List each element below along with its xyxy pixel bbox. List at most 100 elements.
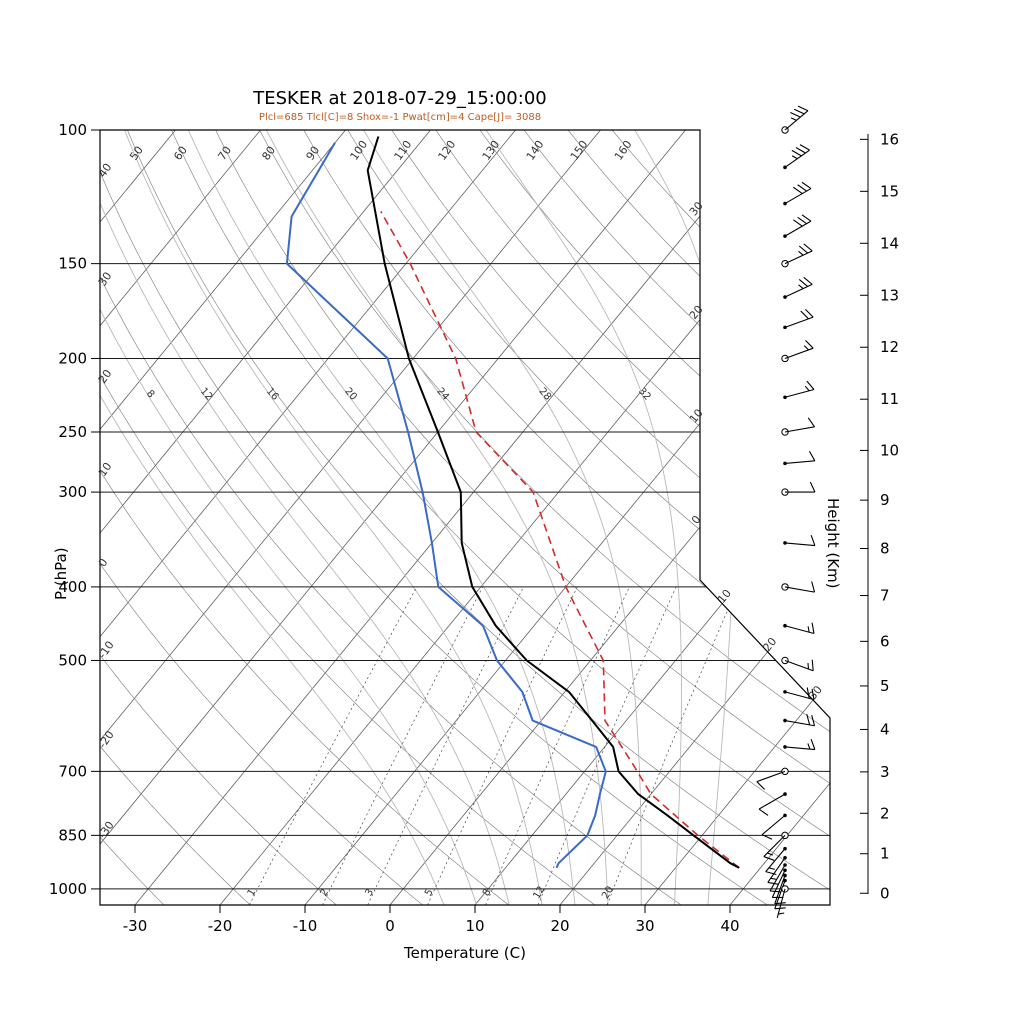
- dry-adiabat-grid: [100, 130, 830, 905]
- barb-half: [798, 284, 804, 290]
- barb-full: [810, 534, 816, 546]
- wind-barb: [783, 714, 816, 727]
- dry-adiabat-line: [100, 130, 768, 905]
- page-title: TESKER at 2018-07-29_15:00:00: [253, 88, 547, 109]
- mixing-ratio-label: 2: [318, 887, 331, 898]
- barb-full: [797, 184, 807, 192]
- dry-adiabat-line: [127, 130, 830, 905]
- wind-barb: [781, 417, 815, 436]
- mixing-ratio-line: [249, 586, 418, 905]
- wind-barb: [781, 481, 816, 496]
- dry-adiabat-label-left: -20: [96, 728, 117, 750]
- isotherm-label-right: 0: [689, 513, 704, 527]
- temperature-axis-title: Temperature (C): [404, 944, 526, 962]
- barb-full: [805, 340, 814, 349]
- pressure-tick-label: 850: [58, 826, 87, 844]
- height-tick-label: 11: [880, 390, 899, 408]
- wind-barb: [781, 340, 814, 363]
- pressure-tick-label: 150: [58, 255, 87, 273]
- mixing-ratio-grid: [249, 586, 739, 905]
- dry-adiabat-label-top: 150: [568, 138, 591, 163]
- barb-full: [807, 417, 815, 428]
- height-tick-label: 9: [880, 491, 890, 509]
- isotherm-line: [100, 130, 261, 905]
- moist-adiabat-label: 20: [342, 386, 359, 403]
- wind-barb: [758, 792, 787, 816]
- wind-barb: [783, 534, 816, 547]
- dry-adiabat-label-top: 140: [524, 138, 547, 163]
- height-tick-label: 4: [880, 720, 890, 738]
- pressure-tick-label: 700: [58, 762, 87, 780]
- temperature-axis: -30 -20 -10 0 10 20 30 40: [123, 905, 740, 935]
- barb-full: [799, 144, 810, 151]
- dry-adiabat-line: [259, 130, 830, 905]
- barb-full: [758, 808, 769, 816]
- mixing-ratio-label: 8: [481, 887, 494, 898]
- pressure-tick-label: 1000: [49, 880, 87, 898]
- mixing-ratio-label: 3: [363, 887, 376, 898]
- temperature-tick-label: -10: [293, 917, 318, 935]
- barb-full: [756, 781, 765, 790]
- isotherm-label-right: 10: [687, 407, 706, 426]
- temperature-tick-label: 20: [550, 917, 569, 935]
- barb-staff: [758, 793, 786, 810]
- wind-barb: [783, 276, 813, 299]
- dry-adiabat-label-top: 50: [127, 144, 146, 163]
- barb-staff: [784, 542, 815, 547]
- barb-full: [805, 308, 814, 318]
- barb-half: [767, 852, 774, 856]
- height-tick-label: 0: [880, 884, 890, 902]
- pressure-tick-label: 400: [58, 578, 87, 596]
- barb-full: [811, 714, 816, 726]
- barb-full: [811, 581, 816, 593]
- mixing-ratio-label: 1: [246, 887, 259, 898]
- isotherm-line: [559, 130, 830, 905]
- barb-full: [763, 856, 775, 861]
- barb-full: [767, 881, 779, 885]
- wind-barb: [781, 656, 814, 672]
- dry-adiabat-line: [100, 130, 596, 905]
- wind-barb: [783, 380, 815, 400]
- dry-adiabat-label-left: -10: [96, 639, 117, 661]
- isotherm-label-diagonal: 30: [806, 683, 825, 702]
- height-tick-label: 13: [880, 286, 899, 304]
- dry-adiabat-label-left: 10: [96, 460, 115, 479]
- barb-full: [811, 659, 814, 671]
- height-tick-label: 7: [880, 587, 890, 605]
- barb-staff: [784, 460, 815, 464]
- pressure-grid: [100, 130, 830, 890]
- dry-adiabat-label-top: 160: [612, 138, 635, 163]
- barb-full: [811, 622, 815, 634]
- moist-adiabat-line: [100, 130, 478, 905]
- isotherm-line: [389, 130, 830, 905]
- barb-full: [798, 278, 809, 287]
- dry-adiabat-line: [100, 130, 337, 905]
- dry-adiabat-label-top: 120: [436, 138, 459, 163]
- dry-adiabat-line: [100, 130, 682, 905]
- dry-adiabat-label-left: -30: [96, 819, 117, 841]
- temperature-tick-label: -20: [208, 917, 233, 935]
- barb-full: [790, 111, 801, 118]
- barb-full: [791, 149, 802, 157]
- barb-full: [803, 243, 813, 252]
- pressure-tick-label: 500: [58, 651, 87, 669]
- moist-adiabat-label: 32: [636, 386, 653, 403]
- height-tick-label: 15: [880, 182, 899, 200]
- dry-adiabat-line: [611, 130, 830, 905]
- barb-staff: [784, 347, 814, 359]
- isotherm-line: [304, 130, 830, 905]
- isotherm-line: [100, 130, 346, 905]
- wind-barb: [781, 581, 816, 593]
- isotherm-label-right: 20: [687, 303, 706, 322]
- isotherm-line: [100, 130, 686, 905]
- height-tick-label: 5: [880, 677, 890, 695]
- wind-barb: [783, 451, 816, 466]
- barb-staff: [784, 625, 815, 635]
- moist-adiabat-line: [124, 130, 543, 905]
- barb-full: [797, 105, 809, 112]
- mixing-ratio-line: [322, 586, 484, 905]
- barb-full: [801, 181, 812, 189]
- wind-barb: [783, 739, 816, 751]
